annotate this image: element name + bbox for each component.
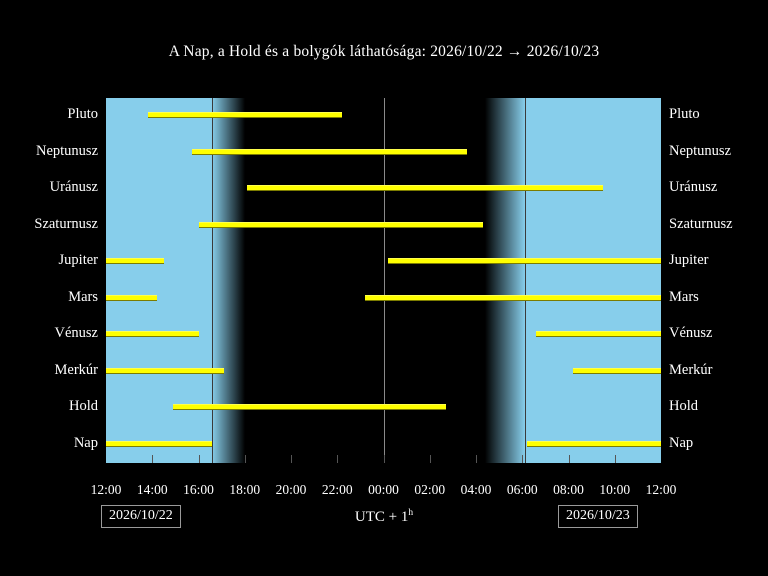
row-label-left-uránusz: Uránusz xyxy=(49,179,98,196)
visibility-bar xyxy=(106,440,213,447)
row-label-left-pluto: Pluto xyxy=(67,106,98,123)
row-label-right-merkúr: Merkúr xyxy=(669,361,713,378)
visibility-bar xyxy=(198,221,483,228)
visibility-bar xyxy=(106,331,199,338)
row-label-right-szaturnusz: Szaturnusz xyxy=(669,215,733,232)
x-tick-label: 14:00 xyxy=(136,482,168,497)
row-label-left-merkúr: Merkúr xyxy=(54,361,99,378)
row-label-right-nap: Nap xyxy=(669,434,694,451)
row-label-right-pluto: Pluto xyxy=(669,106,700,123)
row-label-right-hold: Hold xyxy=(669,398,698,415)
date-box-end: 2026/10/23 xyxy=(558,505,638,528)
visibility-bar xyxy=(106,258,164,265)
x-tick-label: 16:00 xyxy=(183,482,214,497)
row-label-left-szaturnusz: Szaturnusz xyxy=(34,215,98,232)
x-tick-mark xyxy=(476,455,477,463)
x-tick-mark xyxy=(152,455,153,463)
visibility-bar xyxy=(173,404,446,411)
x-tick-label: 12:00 xyxy=(645,482,677,497)
x-tick-mark xyxy=(245,455,246,463)
x-tick-mark xyxy=(569,455,570,463)
x-tick-label: 20:00 xyxy=(275,482,307,497)
gridline-vertical xyxy=(384,98,385,463)
timezone-text: UTC + 1 xyxy=(354,509,409,525)
x-tick-mark xyxy=(615,455,616,463)
row-label-right-jupiter: Jupiter xyxy=(669,252,709,269)
x-tick-label: 18:00 xyxy=(229,482,261,497)
twilight-dusk-region xyxy=(212,98,245,463)
visibility-bar xyxy=(573,367,661,374)
visibility-bar xyxy=(247,185,604,192)
row-label-left-nap: Nap xyxy=(73,434,98,451)
row-label-right-neptunusz: Neptunusz xyxy=(669,142,732,159)
x-tick-label: 02:00 xyxy=(414,482,446,497)
x-tick-label: 10:00 xyxy=(599,482,631,497)
gridline-vertical xyxy=(525,98,526,463)
visibility-plot xyxy=(106,98,661,463)
twilight-dawn-region xyxy=(485,98,525,463)
x-tick-label: 00:00 xyxy=(368,482,399,497)
row-label-left-vénusz: Vénusz xyxy=(54,325,99,342)
row-label-right-uránusz: Uránusz xyxy=(669,179,718,196)
visibility-bar xyxy=(365,294,661,301)
x-tick-mark xyxy=(430,455,431,463)
visibility-bar xyxy=(191,148,467,155)
visibility-bar xyxy=(147,112,342,119)
visibility-bar xyxy=(526,440,661,447)
gridline-vertical xyxy=(212,98,213,463)
row-label-right-vénusz: Vénusz xyxy=(669,325,713,342)
x-tick-label: 22:00 xyxy=(321,482,353,497)
x-tick-mark xyxy=(384,455,385,463)
visibility-bar xyxy=(106,294,157,301)
x-tick-label: 06:00 xyxy=(506,482,538,497)
x-tick-label: 12:00 xyxy=(90,482,122,497)
visibility-bar xyxy=(536,331,661,338)
row-label-left-hold: Hold xyxy=(69,398,98,415)
row-label-right-mars: Mars xyxy=(669,288,699,305)
x-axis-tick-labels: 12:00 14:00 16:00 18:00 20:00 22:00 00:00 02:00… xyxy=(0,482,768,502)
date-box-start: 2026/10/22 xyxy=(101,505,181,528)
x-tick-mark xyxy=(199,455,200,463)
row-label-left-jupiter: Jupiter xyxy=(58,252,98,269)
timezone-hour-suffix: h xyxy=(408,508,414,518)
x-tick-mark xyxy=(337,455,338,463)
x-tick-mark xyxy=(291,455,292,463)
row-label-left-neptunusz: Neptunusz xyxy=(35,142,98,159)
page-title: A Nap, a Hold és a bolygók láthatósága: … xyxy=(168,43,600,60)
x-tick-mark xyxy=(522,455,523,463)
night-region xyxy=(244,98,486,463)
visibility-bar xyxy=(388,258,661,265)
visibility-bar xyxy=(106,367,224,374)
row-label-left-mars: Mars xyxy=(68,288,98,305)
x-tick-label: 08:00 xyxy=(553,482,584,497)
x-tick-label: 04:00 xyxy=(460,482,492,497)
timezone-label: UTC + 1h xyxy=(0,508,768,526)
